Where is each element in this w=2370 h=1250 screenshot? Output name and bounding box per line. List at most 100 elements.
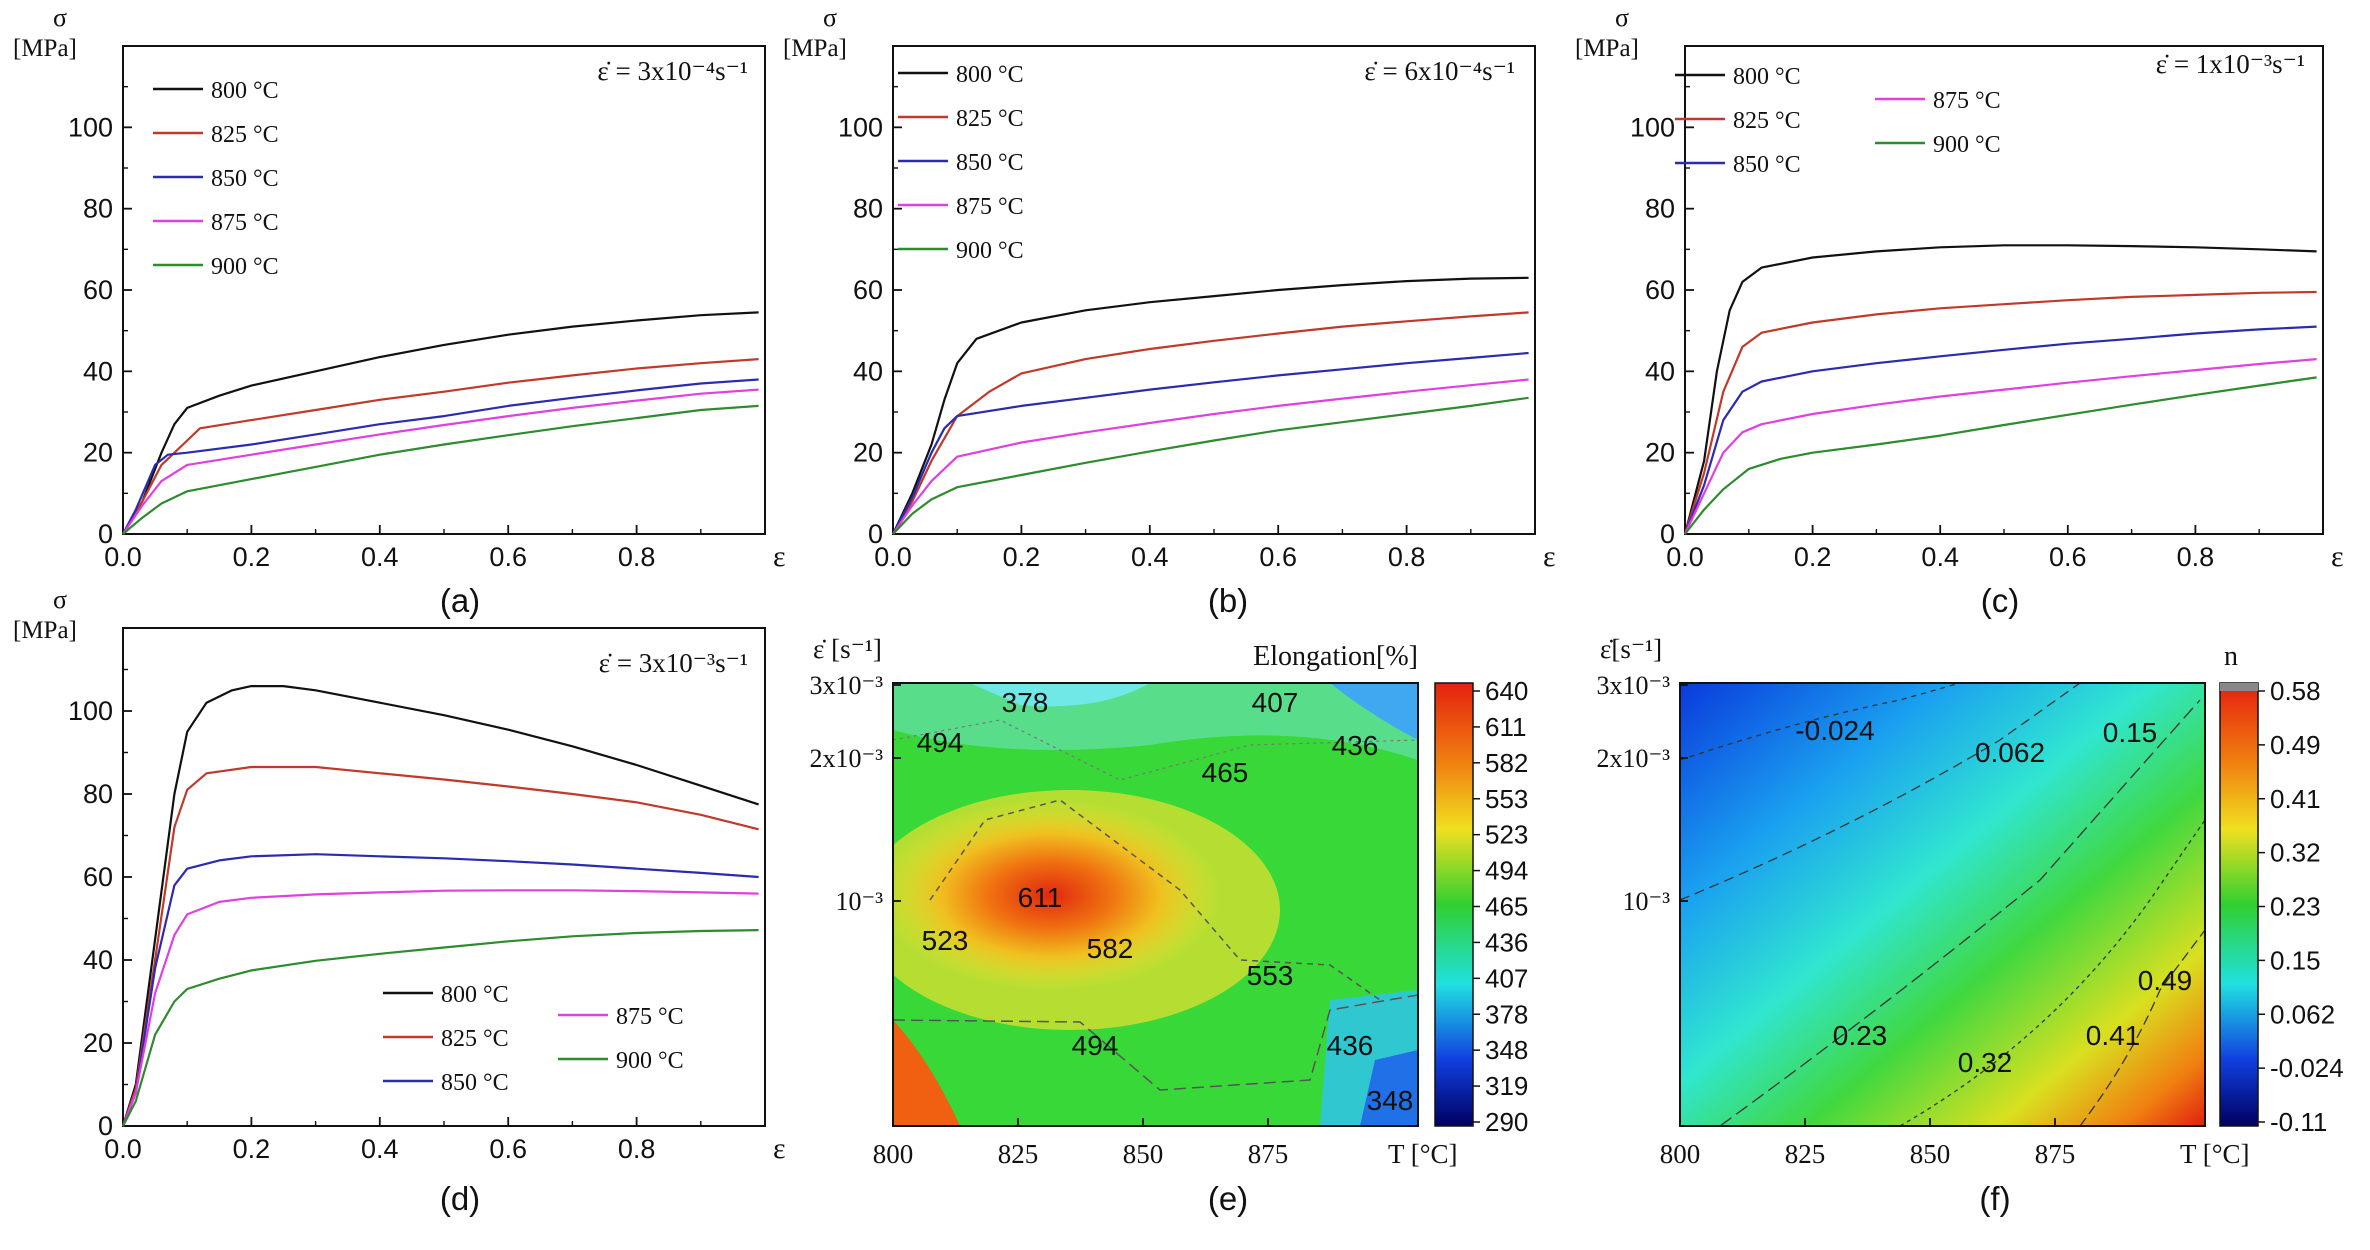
strain-rate-annotation: ε̇ = 3x10⁻³s⁻¹ <box>599 648 748 678</box>
series-line-825 <box>121 765 759 1127</box>
x-tick-label: 0.4 <box>361 542 399 572</box>
elongation-contour-label: 582 <box>1087 933 1134 964</box>
y-tick-label: 20 <box>83 1028 113 1058</box>
y-tick-label: 2x10⁻³ <box>809 744 883 773</box>
legend-label-800: 800 °C <box>211 78 279 104</box>
panel-label: (e) <box>1208 1180 1248 1217</box>
legend-label-800: 800 °C <box>956 62 1024 88</box>
series-line-875 <box>121 889 759 1127</box>
y-tick-label: 40 <box>83 945 113 975</box>
series-line-900 <box>122 404 759 535</box>
n-contour-label: 0.15 <box>2103 717 2158 748</box>
y-tick-label: 40 <box>83 356 113 386</box>
n-colorbar-label: -0.11 <box>2270 1107 2327 1137</box>
stress-strain-chart-1: 0.0 0.2 0.4 0.6 0.8 0 20 40 60 80 100 ε σ [MPa] ε̇ = 6… <box>783 3 1556 619</box>
n-contour-label: 0.49 <box>2138 965 2193 996</box>
y-axis-symbol: σ <box>53 3 67 32</box>
y-axis-unit: [MPa] <box>13 35 77 62</box>
legend-label-875: 875 °C <box>956 194 1024 220</box>
elongation-right-cyan <box>1330 683 1418 740</box>
x-tick-label: 0.0 <box>104 542 142 572</box>
x-tick-label: 0.8 <box>1388 542 1426 572</box>
n-contour-label: 0.32 <box>1958 1047 2013 1078</box>
panel-label: (a) <box>440 582 480 619</box>
series-line-850 <box>122 378 759 535</box>
elongation-colorbar-label: 523 <box>1485 820 1528 850</box>
series-line-850 <box>121 853 759 1127</box>
stress-strain-chart-2: 0.0 0.2 0.4 0.6 0.8 0 20 40 60 80 100 ε σ [MPa] ε̇ = 1… <box>1575 3 2344 619</box>
elongation-colorbar-label: 553 <box>1485 784 1528 814</box>
elongation-contour-2 <box>893 994 1418 1091</box>
elongation-colorbar-label: 348 <box>1485 1035 1528 1065</box>
legend-label-825: 825 °C <box>211 122 279 148</box>
elongation-contour-label: 494 <box>1072 1030 1119 1061</box>
n-contour-1 <box>1680 683 1961 761</box>
n-colorbar-label: 0.062 <box>2270 999 2335 1029</box>
x-tick-label: 0.4 <box>361 1134 399 1164</box>
y-axis-unit: [MPa] <box>783 35 847 62</box>
elongation-contour-label: 465 <box>1202 757 1249 788</box>
x-tick-label: 0.6 <box>1259 542 1297 572</box>
y-axis-label: ε̇[s⁻¹] <box>1600 634 1662 664</box>
elongation-colorbar-label: 611 <box>1485 712 1526 742</box>
elongation-map <box>893 683 1418 1126</box>
x-tick-label: 0.6 <box>489 542 527 572</box>
y-tick-label: 10⁻³ <box>1622 887 1670 916</box>
x-axis-label: ε <box>773 1132 786 1165</box>
panel-label: (c) <box>1981 582 2019 619</box>
series-line-875 <box>892 378 1529 535</box>
elongation-contour-label: 407 <box>1252 687 1299 718</box>
elongation-contour-3 <box>893 719 1418 781</box>
n-colorbar-label: 0.49 <box>2270 730 2321 760</box>
series-line-900 <box>892 396 1529 535</box>
elongation-contour-label: 348 <box>1367 1085 1414 1116</box>
legend-label-825: 825 °C <box>956 106 1024 132</box>
elongation-colorbar-label: 290 <box>1485 1107 1528 1137</box>
elongation-top-cyan <box>970 683 1150 707</box>
series-line-850 <box>1683 325 2317 535</box>
elongation-frame <box>892 682 1419 1127</box>
y-tick-label: 100 <box>1630 112 1675 142</box>
x-tick-label: 850 <box>1123 1139 1164 1169</box>
series-line-825 <box>122 358 759 535</box>
y-axis-label: ε̇ [s⁻¹] <box>813 634 882 664</box>
elongation-contour-1 <box>929 799 1381 1001</box>
n-contour-2 <box>1680 683 2081 901</box>
strain-rate-annotation: ε̇ = 6x10⁻⁴s⁻¹ <box>1364 56 1515 86</box>
strain-rate-annotation: ε̇ = 3x10⁻⁴s⁻¹ <box>597 56 748 86</box>
n-colorbar-label: 0.23 <box>2270 892 2321 922</box>
n-contour-label: -0.024 <box>1795 715 1874 746</box>
elongation-contour-label: 494 <box>917 727 964 758</box>
panel-label: (b) <box>1208 582 1248 619</box>
series-line-800 <box>121 685 759 1127</box>
legend-label-900: 900 °C <box>1933 132 2001 158</box>
panel-label: (d) <box>440 1180 480 1217</box>
x-tick-label: 0.4 <box>1921 542 1959 572</box>
elongation-colorbar-label: 319 <box>1485 1071 1528 1101</box>
elongation-contour-label: 553 <box>1247 960 1294 991</box>
series-line-900 <box>1684 376 2317 535</box>
series-line-825 <box>892 311 1529 535</box>
series-line-850 <box>892 351 1529 535</box>
y-tick-label: 0 <box>868 519 883 549</box>
n-colorbar-label: 0.32 <box>2270 838 2321 868</box>
y-tick-label: 20 <box>83 438 113 468</box>
y-axis-symbol: σ <box>1615 3 1629 32</box>
elongation-contour-label: 378 <box>1002 687 1049 718</box>
y-tick-label: 10⁻³ <box>835 887 883 916</box>
x-axis-label: T [°C] <box>1388 1139 1458 1169</box>
x-tick-label: 0.2 <box>233 542 271 572</box>
x-tick-label: 825 <box>1785 1139 1826 1169</box>
y-tick-label: 0 <box>98 1111 113 1141</box>
x-tick-label: 800 <box>873 1139 914 1169</box>
y-tick-label: 2x10⁻³ <box>1596 744 1670 773</box>
y-tick-label: 100 <box>68 696 113 726</box>
n-contour-label: 0.41 <box>2086 1020 2141 1051</box>
legend-label-850: 850 °C <box>1733 152 1801 178</box>
n-colorbar-label: 0.58 <box>2270 676 2321 706</box>
x-tick-label: 0.2 <box>1794 542 1832 572</box>
y-tick-label: 60 <box>83 862 113 892</box>
n-map <box>1680 683 2205 1126</box>
n-colorbar-label: 0.41 <box>2270 784 2321 814</box>
x-tick-label: 0.8 <box>618 1134 656 1164</box>
